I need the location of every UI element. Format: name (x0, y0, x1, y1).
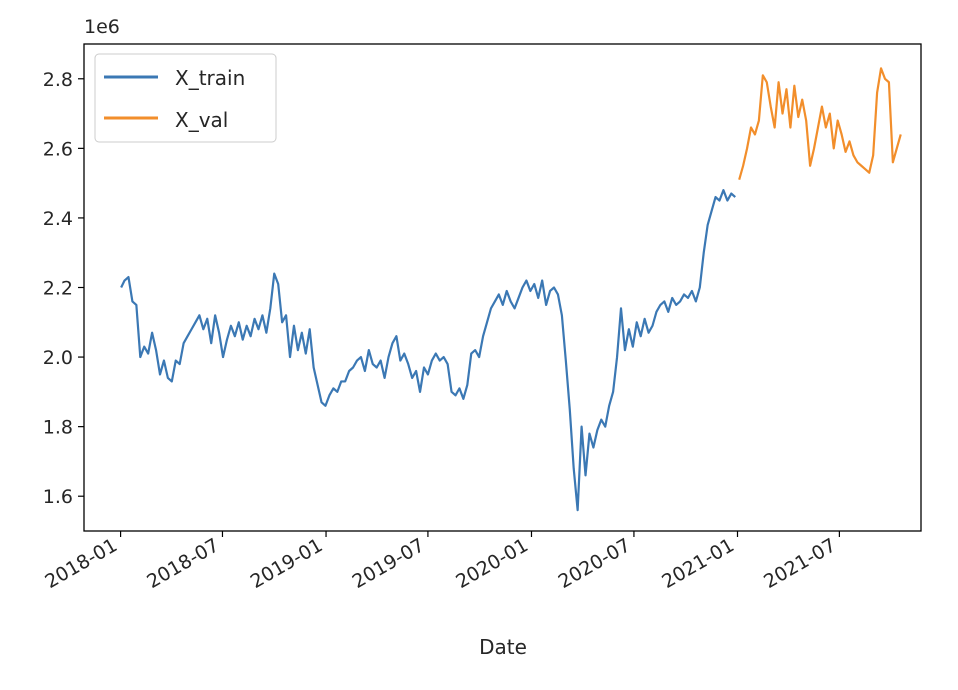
y-tick-label: 1.8 (43, 417, 73, 439)
y-tick-label: 2.6 (43, 138, 73, 160)
series-line-x-val (738, 67, 902, 180)
y-tick-label: 2.2 (43, 278, 73, 300)
y-tick-label: 2.0 (43, 347, 73, 369)
legend-label-x-val: X_val (175, 108, 228, 132)
y-tick-label: 2.8 (43, 69, 73, 91)
legend-label-x-train: X_train (175, 66, 245, 90)
y-offset-label: 1e6 (84, 16, 120, 38)
x-axis-label: Date (479, 635, 527, 659)
y-axis: 1.6 1.8 2.0 2.2 2.4 2.6 2.8 (43, 69, 84, 508)
legend: X_train X_val (94, 53, 277, 143)
series-line-x-train (120, 189, 736, 512)
series-layer (120, 67, 902, 512)
y-tick-label: 2.4 (43, 208, 73, 230)
y-tick-label: 1.6 (43, 486, 73, 508)
